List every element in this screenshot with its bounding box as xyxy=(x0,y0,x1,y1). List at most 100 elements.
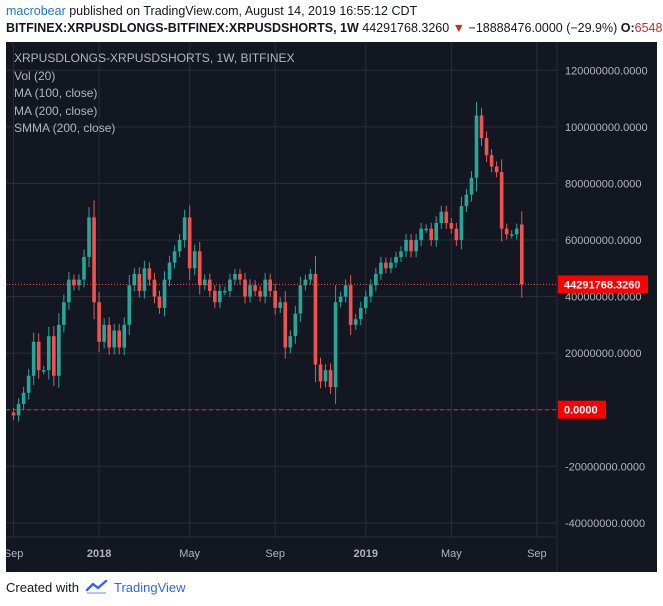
open-label: O: xyxy=(620,21,635,35)
candle-up xyxy=(293,313,298,337)
down-arrow-icon: ▼ xyxy=(452,21,466,35)
candle-up xyxy=(162,279,167,308)
legend-item-ma100[interactable]: MA (100, close) xyxy=(14,86,98,100)
candle-down xyxy=(117,330,122,348)
grid-lines xyxy=(6,42,557,537)
candle-down xyxy=(36,341,41,371)
x-tick-label: 2018 xyxy=(87,548,111,560)
footer-brand-link[interactable]: TradingView xyxy=(114,580,186,595)
legend-item-smma200[interactable]: SMMA (200, close) xyxy=(14,121,116,135)
candle-down xyxy=(243,279,247,297)
candle-down xyxy=(484,138,489,156)
candle-up xyxy=(288,336,293,348)
candle-down xyxy=(318,364,323,382)
candle-up xyxy=(399,251,403,257)
candle-up xyxy=(16,404,21,416)
candle-up xyxy=(303,279,308,286)
candle-up xyxy=(26,375,31,393)
candle-down xyxy=(137,273,142,291)
candle-up xyxy=(127,285,132,325)
candle-up xyxy=(389,262,393,269)
candle-up xyxy=(41,370,46,372)
candle-down xyxy=(454,228,459,240)
candle-up xyxy=(358,307,363,320)
y-tick-label: 120000000.0000 xyxy=(565,65,648,77)
candle-up xyxy=(394,256,398,263)
candle-up xyxy=(82,256,86,280)
candle-up xyxy=(192,251,197,269)
candle-up xyxy=(278,302,283,308)
candle-up xyxy=(142,268,147,291)
x-tick-label: Sep xyxy=(6,548,23,560)
symbol-name: BITFINEX:XRPUSDLONGS-BITFINEX:XRPUSDSHOR… xyxy=(6,21,359,35)
candle-down xyxy=(187,217,192,269)
candle-up xyxy=(353,319,358,325)
candle-up xyxy=(223,290,227,293)
candle-down xyxy=(258,290,262,297)
candle-up xyxy=(132,273,137,286)
x-tick-label: May xyxy=(179,548,200,560)
candle-down xyxy=(519,224,524,285)
candle-down xyxy=(499,172,504,229)
candle-down xyxy=(449,223,454,229)
candle-down xyxy=(479,115,484,139)
candle-down xyxy=(273,290,278,308)
candle-up xyxy=(333,302,338,388)
x-tick-label: Sep xyxy=(265,548,285,560)
candle-up xyxy=(474,115,479,178)
time-axis[interactable]: Sep 2018 May Sep 2019 May Sep xyxy=(6,548,547,560)
candle-up xyxy=(46,336,51,371)
candle-up xyxy=(202,279,207,286)
candle-up xyxy=(21,392,26,405)
candle-up xyxy=(248,285,252,297)
legend-item-volume[interactable]: Vol (20) xyxy=(14,68,56,83)
candle-down xyxy=(11,412,16,416)
publish-info: published on TradingView.com, August 14,… xyxy=(69,4,418,18)
candle-up xyxy=(338,296,343,303)
y-tick-label: -40000000.0000 xyxy=(565,518,645,530)
price-markers: 44291768.3260 0.0000 xyxy=(6,275,648,419)
candlestick-chart[interactable]: 120000000.0000 100000000.0000 80000000.000… xyxy=(6,42,657,572)
candle-up xyxy=(369,285,373,297)
candle-up xyxy=(218,290,222,303)
candle-up xyxy=(31,341,36,376)
legend-item-ma200[interactable]: MA (200, close) xyxy=(14,103,98,118)
symbol-line: BITFINEX:XRPUSDLONGS-BITFINEX:XRPUSDSHOR… xyxy=(6,20,662,37)
candle-down xyxy=(97,302,101,342)
candle-down xyxy=(157,296,162,308)
candle-down xyxy=(504,228,509,235)
candle-down xyxy=(107,324,111,348)
x-tick-label: May xyxy=(441,548,462,560)
last-price-tag-label: 44291768.3260 xyxy=(564,279,640,291)
candle-up xyxy=(514,228,519,235)
candle-down xyxy=(489,155,494,167)
chart-legend: XRPUSDLONGS-XRPUSDSHORTS, 1W, BITFINEX V… xyxy=(14,50,295,138)
publish-line: macrobear published on TradingView.com, … xyxy=(6,3,662,20)
candle-up xyxy=(67,279,71,303)
candle-up xyxy=(439,211,444,224)
candle-up xyxy=(374,273,378,286)
candle-up xyxy=(343,285,348,297)
candle-down xyxy=(213,290,217,303)
candle-up xyxy=(363,296,368,308)
zero-price-tag xyxy=(558,400,606,419)
x-tick-label: 2019 xyxy=(354,548,378,560)
candle-down xyxy=(444,211,449,224)
candle-up xyxy=(509,234,514,236)
y-tick-label: 20000000.0000 xyxy=(565,348,641,360)
y-tick-label: -20000000.0000 xyxy=(565,461,645,473)
candle-up xyxy=(469,177,474,195)
candle-down xyxy=(429,228,434,240)
candle-up xyxy=(182,217,187,240)
price-axis[interactable]: 120000000.0000 100000000.0000 80000000.000… xyxy=(565,65,648,530)
candle-up xyxy=(424,228,428,231)
chart-panel[interactable]: 120000000.0000 100000000.0000 80000000.000… xyxy=(6,42,657,572)
candle-up xyxy=(323,370,328,382)
candle-up xyxy=(459,206,464,240)
zero-price-tag-label: 0.0000 xyxy=(564,405,598,417)
candle-down xyxy=(253,285,257,291)
candle-down xyxy=(283,302,288,348)
candle-down xyxy=(147,268,152,280)
author-link[interactable]: macrobear xyxy=(6,4,66,18)
publish-header: macrobear published on TradingView.com, … xyxy=(6,3,662,37)
